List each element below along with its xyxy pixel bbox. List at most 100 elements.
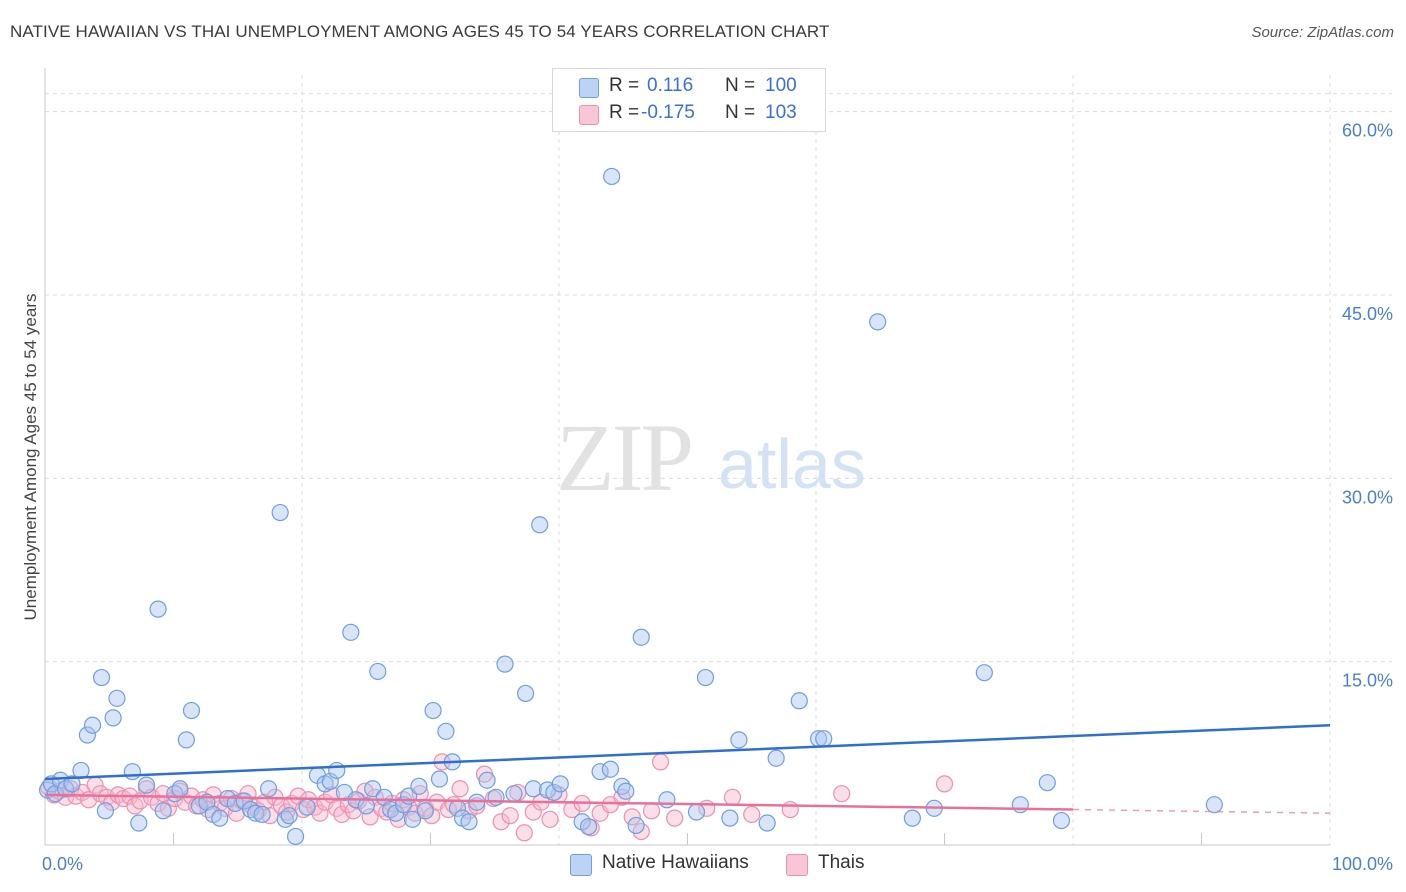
- legend-swatch-blue: [570, 854, 592, 876]
- native-hawaiians-point: [416, 802, 434, 820]
- watermark-zip: ZIP: [556, 404, 691, 511]
- native-hawaiians-point: [357, 797, 375, 815]
- native-hawaiians-point: [601, 760, 620, 778]
- thais-point: [451, 780, 469, 798]
- native-hawaiians-point: [253, 805, 271, 824]
- native-hawaiians-point: [487, 788, 505, 806]
- legend-swatch-pink: [579, 105, 599, 125]
- native-hawaiians-point: [524, 780, 542, 798]
- legend-label: Thais: [818, 852, 865, 873]
- native-hawaiians-point: [1052, 811, 1071, 830]
- native-hawaiians-point: [342, 623, 360, 641]
- native-hawaiians-point: [96, 802, 114, 820]
- thais-trend-extension: [1072, 808, 1331, 814]
- native-hawaiians-point: [1011, 796, 1029, 814]
- legend-swatch-pink: [786, 854, 808, 876]
- r-label: R =: [609, 102, 640, 123]
- native-hawaiians-point: [149, 600, 167, 618]
- native-hawaiians-point: [328, 761, 346, 780]
- n-value: 100: [765, 75, 797, 96]
- native-hawaiians-point: [321, 772, 339, 791]
- legend-label: Native Hawaiians: [602, 852, 749, 873]
- native-hawaiians-point: [815, 730, 833, 748]
- native-hawaiians-point: [211, 809, 229, 827]
- native-hawaiians-point: [369, 662, 387, 681]
- y-tick-label: 15.0%: [1342, 671, 1393, 691]
- native-hawaiians-point: [758, 814, 776, 832]
- thais-point: [642, 802, 661, 820]
- thais-point: [492, 813, 510, 831]
- native-hawaiians-point: [137, 776, 156, 794]
- native-hawaiians-point: [591, 763, 609, 781]
- r-value: -0.175: [641, 102, 695, 123]
- native-hawaiians-point: [92, 668, 111, 687]
- thais-point: [126, 797, 144, 815]
- correlation-legend: R = 0.116 N = 100 R = -0.175 N = 103: [552, 68, 826, 132]
- native-hawaiians-point: [364, 780, 382, 798]
- source-label: Source: ZipAtlas.com: [1251, 24, 1394, 41]
- native-hawaiians-point: [430, 770, 449, 788]
- y-tick-label: 30.0%: [1342, 487, 1393, 507]
- native-hawaiians-point: [130, 814, 148, 832]
- watermark-atlas: atlas: [718, 425, 866, 503]
- legend-swatch-blue: [579, 78, 599, 98]
- r-label: R =: [609, 75, 640, 96]
- x-tick-label: 100.0%: [1332, 854, 1393, 874]
- native-hawaiians-point: [410, 777, 428, 795]
- native-hawaiians-point: [286, 827, 305, 846]
- native-hawaiians-point: [545, 783, 563, 802]
- thais-point: [344, 802, 362, 820]
- native-hawaiians-point: [83, 716, 102, 734]
- native-hawaiians-point: [579, 818, 598, 836]
- native-hawaiians-point: [271, 503, 289, 522]
- thais-point: [833, 785, 851, 803]
- native-hawaiians-point: [496, 655, 514, 673]
- native-hawaiians-point: [551, 775, 569, 793]
- native-hawaiians-point: [869, 313, 887, 331]
- native-hawaiians-point: [531, 516, 549, 534]
- native-hawaiians-point: [903, 809, 921, 827]
- native-hawaiians-point: [437, 722, 455, 740]
- native-hawaiians-point: [627, 816, 645, 835]
- y-axis-label: Unemployment Among Ages 45 to 54 years: [21, 294, 40, 621]
- thais-point: [651, 753, 670, 771]
- thais-point: [935, 775, 954, 793]
- native-hawaiians-point: [516, 684, 535, 703]
- native-hawaiians-point: [505, 785, 523, 803]
- watermark: ZIP atlas: [556, 404, 866, 511]
- native-hawaiians-point: [1038, 774, 1056, 792]
- native-hawaiians-point: [182, 701, 201, 720]
- native-hawaiians-point: [767, 749, 785, 767]
- tick-labels: 15.0% 30.0% 45.0% 60.0% 0.0% 100.0%: [42, 121, 1393, 874]
- native-hawaiians-point: [478, 771, 496, 789]
- native-hawaiians-point: [721, 809, 739, 827]
- thais-point: [723, 788, 742, 806]
- r-value: 0.116: [647, 75, 694, 96]
- native-hawaiians-point: [632, 628, 650, 646]
- thais-point: [781, 800, 799, 819]
- native-hawaiians-point: [730, 731, 748, 749]
- thais-point: [361, 808, 379, 826]
- axes: [44, 68, 1330, 846]
- y-tick-label: 60.0%: [1342, 121, 1393, 141]
- native-hawaiians-point: [280, 807, 298, 825]
- n-value: 103: [765, 102, 797, 123]
- native-hawaiians-point: [975, 664, 993, 682]
- native-hawaiians-point: [63, 775, 81, 793]
- thais-point: [623, 808, 641, 826]
- thais-point: [666, 809, 684, 827]
- native-hawaiians-point: [123, 763, 141, 781]
- n-label: N =: [725, 75, 756, 96]
- native-hawaiians-point: [259, 780, 278, 798]
- native-hawaiians-point: [460, 813, 478, 831]
- native-hawaiians-point: [790, 692, 808, 710]
- native-hawaiians-point: [617, 782, 635, 800]
- thais-trend-line: [44, 793, 1074, 811]
- x-tick-label: 0.0%: [42, 854, 83, 874]
- thais-point: [501, 807, 519, 825]
- native-hawaiians-point: [78, 726, 97, 744]
- native-hawaiians-point: [403, 810, 422, 828]
- native-hawaiians-point: [687, 803, 706, 821]
- native-hawaiians-point: [177, 731, 195, 749]
